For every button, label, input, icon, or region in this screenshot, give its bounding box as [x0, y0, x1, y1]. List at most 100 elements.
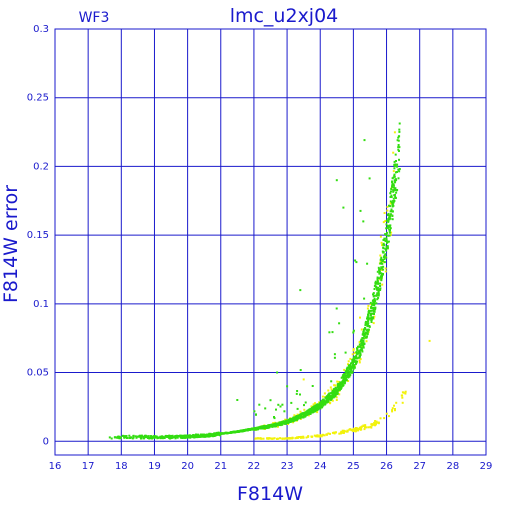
data-point [337, 383, 340, 386]
data-point [354, 428, 357, 431]
data-point [369, 309, 372, 312]
data-point [362, 425, 365, 427]
data-point [303, 411, 306, 414]
data-point [365, 331, 368, 334]
data-point [377, 286, 380, 289]
data-point [216, 433, 219, 436]
data-point [379, 268, 382, 271]
data-point [371, 299, 374, 302]
data-point [336, 393, 339, 396]
data-point [376, 270, 379, 273]
data-point [312, 403, 315, 406]
data-point [372, 292, 375, 295]
x-tick-label: 23 [281, 461, 294, 472]
data-point [380, 266, 383, 269]
data-point [366, 317, 368, 320]
data-point [336, 380, 339, 383]
data-point [394, 409, 396, 412]
data-point [370, 316, 373, 319]
data-point [361, 350, 364, 353]
data-point [319, 402, 321, 405]
data-point [397, 177, 400, 180]
data-point [393, 160, 396, 163]
data-point [376, 287, 378, 290]
data-point [290, 401, 293, 404]
data-point [348, 368, 351, 371]
data-point [355, 261, 358, 264]
data-point [373, 297, 376, 300]
data-point [313, 410, 316, 413]
data-point [281, 403, 284, 406]
data-point [364, 328, 367, 331]
data-point [397, 168, 400, 171]
data-point [397, 135, 400, 138]
data-point [378, 282, 381, 285]
data-point [132, 435, 135, 438]
data-point [327, 396, 330, 399]
data-point [394, 196, 397, 198]
data-point [384, 248, 387, 251]
data-point [381, 275, 383, 278]
data-point [323, 434, 326, 437]
data-point [277, 403, 280, 406]
data-point [200, 433, 202, 436]
data-point [307, 414, 310, 417]
data-point [394, 408, 396, 410]
data-point [350, 362, 352, 365]
x-tick-label: 16 [49, 461, 62, 472]
data-point [309, 412, 312, 415]
data-point [391, 215, 394, 217]
data-point [353, 364, 356, 367]
data-point [347, 376, 350, 379]
data-point [392, 201, 395, 204]
data-point [348, 371, 351, 374]
data-point [233, 430, 236, 433]
y-tick-label: 0.05 [27, 368, 49, 379]
data-point [402, 391, 405, 394]
data-point [320, 435, 323, 438]
data-point [390, 194, 393, 197]
data-point [359, 358, 362, 361]
data-point [380, 261, 383, 264]
data-point [302, 436, 305, 439]
data-point [365, 426, 368, 429]
data-point [330, 391, 333, 394]
data-point [361, 425, 363, 428]
data-point [391, 410, 394, 413]
data-point [148, 437, 151, 440]
data-point [307, 435, 310, 438]
data-point [364, 324, 367, 327]
data-point [356, 357, 359, 360]
data-point [358, 361, 361, 364]
data-point [181, 435, 184, 438]
data-point [357, 351, 360, 353]
data-point [272, 437, 275, 440]
data-point [305, 413, 308, 416]
data-point [283, 437, 286, 440]
data-point [351, 361, 354, 364]
data-point [284, 421, 287, 424]
data-point [389, 196, 392, 198]
data-point [358, 343, 361, 346]
data-point [389, 227, 392, 230]
data-point [335, 399, 338, 401]
data-point [354, 363, 357, 366]
data-point [371, 316, 374, 319]
data-point [276, 371, 279, 374]
data-point [313, 406, 316, 409]
data-point [388, 234, 391, 237]
data-point [347, 380, 350, 382]
data-point [310, 405, 313, 408]
data-point [363, 333, 366, 336]
data-point [341, 429, 344, 432]
data-point [305, 411, 308, 414]
data-point [380, 269, 383, 271]
data-point [393, 179, 396, 182]
data-point [287, 437, 290, 440]
data-point [392, 197, 395, 200]
data-point [311, 410, 314, 413]
data-point [323, 399, 326, 402]
data-point [333, 353, 336, 356]
data-point [373, 315, 376, 318]
data-point [223, 432, 226, 435]
